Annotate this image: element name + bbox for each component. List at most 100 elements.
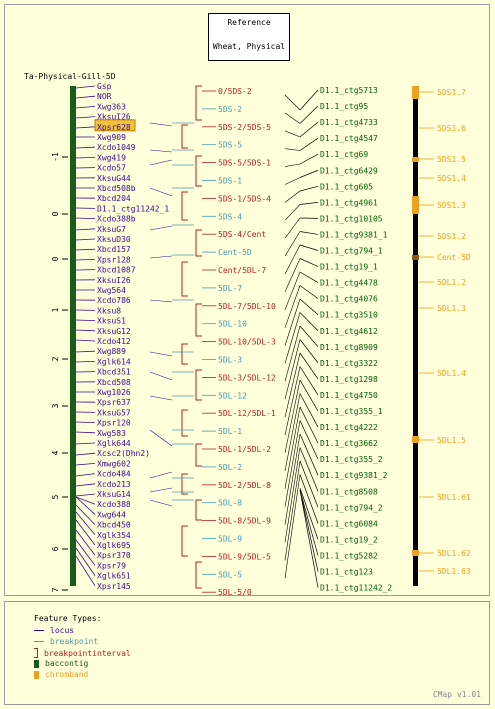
contig-label[interactable]: D1.1_ctg6429 [320, 166, 378, 175]
breakpoint-label[interactable]: 5DL-12 [218, 391, 247, 400]
contig-label[interactable]: D1.1_ctg19_1 [320, 263, 378, 272]
chromband-block[interactable] [412, 436, 419, 443]
locus-label[interactable]: Xbcd1087 [97, 266, 136, 275]
locus-label[interactable]: Xpsr628 [97, 123, 131, 132]
breakpoint-interval-label[interactable]: 5DS-2/5DS-5 [218, 123, 271, 132]
locus-label[interactable]: NOR [97, 92, 112, 101]
contig-label[interactable]: D1.1_ctg9381_1 [320, 230, 388, 239]
breakpoint-label[interactable]: Cent-5D [218, 248, 252, 257]
locus-label[interactable]: Xwg363 [97, 102, 126, 111]
locus-label[interactable]: Xwg1026 [97, 388, 131, 397]
contig-label[interactable]: D1.1_ctg4750 [320, 391, 378, 400]
locus-label[interactable]: Xksu8 [97, 306, 121, 315]
locus-label[interactable]: Xwg889 [97, 347, 126, 356]
locus-label[interactable]: Xpsr79 [97, 561, 126, 570]
breakpoint-label[interactable]: 5DS-2 [218, 105, 242, 114]
locus-label[interactable]: Xcdo786 [97, 296, 131, 305]
breakpoint-interval-label[interactable]: 5DL-9/5DL-5 [218, 552, 271, 561]
breakpoint-label[interactable]: 5DS-5 [218, 141, 242, 150]
contig-label[interactable]: D1.1_ctg5713 [320, 86, 378, 95]
breakpoint-interval-label[interactable]: 5DS-4/Cent [218, 230, 266, 239]
breakpoint-interval-label[interactable]: Cent/5DL-7 [218, 266, 266, 275]
contig-label[interactable]: D1.1_ctg605 [320, 182, 373, 191]
locus-label[interactable]: Xpsr120 [97, 419, 131, 428]
locus-label[interactable]: Xpsr128 [97, 255, 131, 264]
locus-label[interactable]: Xwg583 [97, 429, 126, 438]
locus-label[interactable]: Xglk614 [97, 357, 131, 366]
chromband-label[interactable]: 5DL1.63 [437, 567, 471, 576]
breakpoint-interval-label[interactable]: 5DL-3/5DL-12 [218, 373, 276, 382]
chromband-label[interactable]: 5DS1.4 [437, 174, 466, 183]
breakpoint-interval-label[interactable]: 5DL-5/0 [218, 588, 252, 597]
breakpoint-label[interactable]: 5DL-9 [218, 535, 242, 544]
contig-label[interactable]: D1.1_ctg4076 [320, 295, 378, 304]
contig-label[interactable]: D1.1_ctg6084 [320, 519, 378, 528]
breakpoint-interval-label[interactable]: 5DL-2/5DL-8 [218, 481, 271, 490]
locus-label[interactable]: Xcdo213 [97, 480, 131, 489]
reference-box[interactable]: Reference Wheat, Physical [208, 13, 290, 61]
chromband-label[interactable]: 5DS1.6 [437, 124, 466, 133]
breakpoint-label[interactable]: 5DS-4 [218, 212, 242, 221]
physical-map-bar[interactable] [70, 86, 76, 586]
contig-label[interactable]: D1.1_ctg794_2 [320, 503, 383, 512]
locus-label[interactable]: Xpsr145 [97, 582, 131, 591]
locus-label[interactable]: Xcdo484 [97, 470, 131, 479]
locus-label[interactable]: XksuI26 [97, 113, 131, 122]
chromband-label[interactable]: 5DL1.2 [437, 278, 466, 287]
map-title[interactable]: Ta-Physical-Gill-5D [24, 72, 116, 81]
chromband-label[interactable]: 5DS1.7 [437, 88, 466, 97]
chromband-label[interactable]: 5DS1.5 [437, 155, 466, 164]
locus-label[interactable]: XksuG7 [97, 225, 126, 234]
locus-label[interactable]: Xcdo388b [97, 215, 136, 224]
contig-label[interactable]: D1.1_ctg355_1 [320, 407, 383, 416]
breakpoint-interval-label[interactable]: 5DL-7/5DL-10 [218, 302, 276, 311]
locus-label[interactable]: Xwg419 [97, 153, 126, 162]
locus-label[interactable]: Xwg909 [97, 133, 126, 142]
locus-label[interactable]: XksuG14 [97, 490, 131, 499]
locus-label[interactable]: Xbcd204 [97, 194, 131, 203]
contig-label[interactable]: D1.1_ctg19_2 [320, 535, 378, 544]
contig-label[interactable]: D1.1_ctg4961 [320, 198, 378, 207]
contig-label[interactable]: D1.1_ctg4547 [320, 134, 378, 143]
chromband-block[interactable] [412, 255, 419, 260]
chromband-block[interactable] [412, 157, 419, 162]
contig-label[interactable]: D1.1_ctg123 [320, 568, 373, 577]
breakpoint-label[interactable]: 5DL-8 [218, 499, 242, 508]
contig-label[interactable]: D1.1_ctg5282 [320, 551, 378, 560]
chromband-label[interactable]: 5DL1.3 [437, 304, 466, 313]
locus-label[interactable]: XksuI26 [97, 276, 131, 285]
locus-label[interactable]: Xbcd351 [97, 368, 131, 377]
locus-label[interactable]: Xwg564 [97, 286, 126, 295]
contig-label[interactable]: D1.1_ctg3662 [320, 439, 378, 448]
breakpoint-interval-label[interactable]: 5DS-5/5DS-1 [218, 159, 271, 168]
locus-label[interactable]: Xglk651 [97, 572, 131, 581]
chromband-label[interactable]: 5DL1.61 [437, 493, 471, 502]
chromband-label[interactable]: 5DL1.4 [437, 369, 466, 378]
contig-label[interactable]: D1.1_ctg11242_2 [320, 584, 392, 593]
locus-label[interactable]: Xbcd508b [97, 184, 136, 193]
contig-label[interactable]: D1.1_ctg69 [320, 150, 368, 159]
locus-label[interactable]: Gsp [97, 82, 112, 91]
breakpoint-label[interactable]: 5DL-5 [218, 570, 242, 579]
breakpoint-label[interactable]: 5DS-1 [218, 177, 242, 186]
chromband-block[interactable] [412, 550, 419, 556]
chromosome-bar[interactable] [413, 86, 418, 586]
chromband-label[interactable]: 5DL1.62 [437, 549, 471, 558]
chromband-label[interactable]: 5DL1.5 [437, 436, 466, 445]
locus-label[interactable]: XksuG57 [97, 408, 131, 417]
locus-label[interactable]: XksuS1 [97, 317, 126, 326]
locus-label[interactable]: Xmwg602 [97, 459, 131, 468]
locus-label[interactable]: Xwg644 [97, 510, 126, 519]
locus-label[interactable]: XksuD30 [97, 235, 131, 244]
breakpoint-interval-label[interactable]: 5DS-1/5DS-4 [218, 194, 271, 203]
contig-label[interactable]: D1.1_ctg95 [320, 102, 368, 111]
locus-label[interactable]: Xpsr370 [97, 551, 131, 560]
breakpoint-label[interactable]: 5DL-3 [218, 356, 242, 365]
breakpoint-label[interactable]: 5DL-2 [218, 463, 242, 472]
locus-label[interactable]: Xglk644 [97, 439, 131, 448]
contig-label[interactable]: D1.1_ctg4478 [320, 279, 378, 288]
contig-label[interactable]: D1.1_ctg8508 [320, 487, 378, 496]
locus-label[interactable]: XksuG12 [97, 327, 131, 336]
locus-label[interactable]: D1.1_ctg11242_1 [97, 204, 169, 213]
locus-label[interactable]: Xcdo412 [97, 337, 131, 346]
